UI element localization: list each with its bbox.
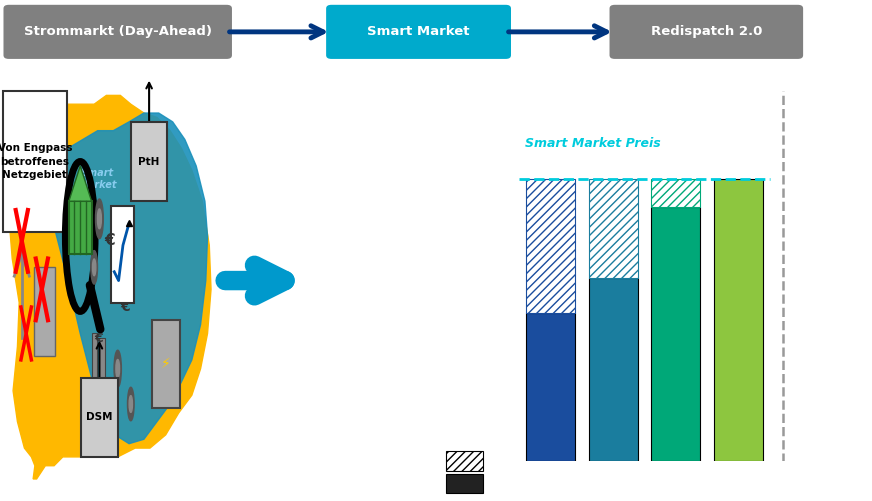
Circle shape <box>114 350 121 387</box>
Polygon shape <box>37 113 208 444</box>
Text: ⚡: ⚡ <box>160 357 171 371</box>
Text: €: € <box>120 301 130 315</box>
Bar <box>589 278 637 461</box>
Bar <box>446 451 483 471</box>
Text: Redispatch 2.0: Redispatch 2.0 <box>651 26 762 39</box>
Bar <box>446 474 483 493</box>
Circle shape <box>116 360 119 378</box>
Circle shape <box>98 209 101 229</box>
Text: Von Engpass
betroffenes
Netzgebiet: Von Engpass betroffenes Netzgebiet <box>0 143 72 180</box>
FancyBboxPatch shape <box>81 378 118 457</box>
FancyBboxPatch shape <box>34 268 55 356</box>
Bar <box>714 179 763 461</box>
Text: Smart
Market: Smart Market <box>78 168 117 190</box>
Text: €: € <box>94 332 103 345</box>
Bar <box>651 207 700 461</box>
Bar <box>526 313 575 461</box>
Bar <box>526 179 575 313</box>
FancyBboxPatch shape <box>111 205 134 303</box>
Text: PtH: PtH <box>139 156 160 166</box>
FancyBboxPatch shape <box>610 5 803 59</box>
Polygon shape <box>69 166 92 201</box>
Text: Strommarkt (Day-Ahead): Strommarkt (Day-Ahead) <box>24 26 212 39</box>
Bar <box>92 334 97 422</box>
FancyBboxPatch shape <box>131 122 167 201</box>
Text: Smart Market Preis: Smart Market Preis <box>525 137 661 150</box>
Circle shape <box>129 396 133 412</box>
Bar <box>99 338 105 435</box>
Polygon shape <box>9 95 211 479</box>
FancyBboxPatch shape <box>3 5 232 59</box>
Circle shape <box>92 259 96 276</box>
Bar <box>589 179 637 278</box>
Circle shape <box>96 199 104 238</box>
Circle shape <box>91 250 98 284</box>
Text: Smart Market: Smart Market <box>367 26 470 39</box>
Text: DSM: DSM <box>86 412 112 422</box>
Bar <box>69 201 92 254</box>
FancyBboxPatch shape <box>326 5 511 59</box>
FancyBboxPatch shape <box>152 320 180 408</box>
Text: €: € <box>105 233 115 248</box>
FancyBboxPatch shape <box>3 91 67 232</box>
Circle shape <box>127 387 134 421</box>
Bar <box>651 179 700 207</box>
